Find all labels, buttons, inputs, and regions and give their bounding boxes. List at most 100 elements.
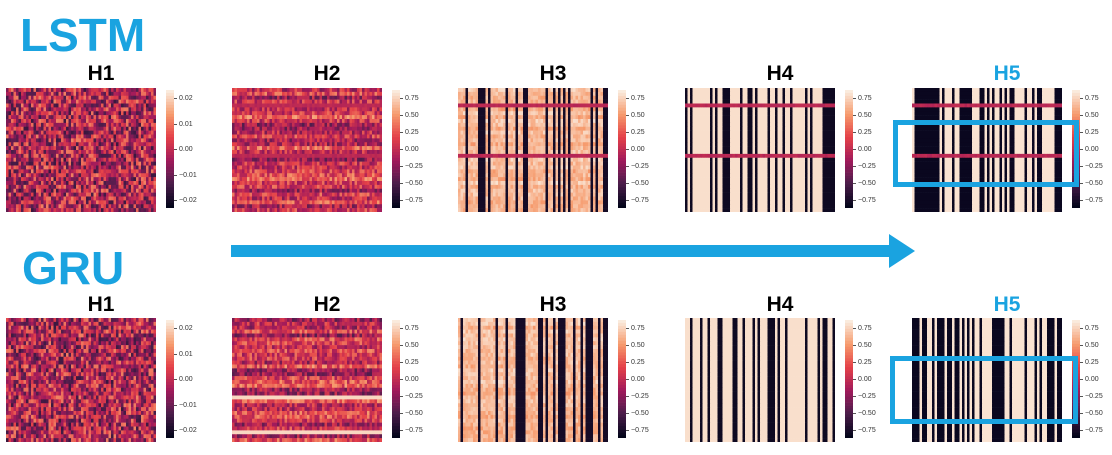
heatmap-cell <box>364 200 368 205</box>
heatmap-cell <box>244 138 248 143</box>
heatmap-cell <box>540 130 544 135</box>
heatmap-cell <box>327 111 330 116</box>
heatmap-cell <box>505 150 509 155</box>
heatmap-cell <box>264 161 268 166</box>
heatmap-cell <box>36 95 39 100</box>
heatmap-cell <box>294 91 298 97</box>
heatmap-cell <box>538 91 541 97</box>
heatmap-cell <box>352 91 355 97</box>
heatmap-cell <box>302 161 305 166</box>
heatmap-cell <box>51 161 54 166</box>
heatmap-cell <box>294 138 298 143</box>
heatmap-cell <box>327 126 330 131</box>
heatmap-cell <box>136 134 139 139</box>
heatmap-cell <box>36 161 39 166</box>
heatmap-cell <box>595 138 599 143</box>
heatmap-cell <box>302 119 305 124</box>
heatmap-cell <box>61 138 64 143</box>
heatmap-cell <box>369 184 373 190</box>
heatmap-cell <box>495 142 499 147</box>
heatmap-cell <box>73 196 77 201</box>
heatmap-cell <box>314 157 318 162</box>
heatmap-cell <box>357 119 360 124</box>
heatmap-cell <box>48 200 52 205</box>
heatmap-cell <box>108 142 112 147</box>
heatmap-cell <box>329 157 333 162</box>
heatmap-cell <box>232 173 235 178</box>
heatmap-cell <box>473 91 476 97</box>
heatmap-cell <box>18 88 22 93</box>
colorbar-tick-label: 0.00 <box>179 146 193 153</box>
heatmap-cell <box>362 130 365 135</box>
heatmap-cell <box>121 184 124 190</box>
heatmap-cell <box>377 188 380 193</box>
heatmap-cell <box>324 181 328 186</box>
heatmap-cell <box>48 153 52 159</box>
heatmap-cell <box>247 173 250 178</box>
heatmap-cell <box>565 119 569 124</box>
heatmap-cell <box>148 99 152 104</box>
heatmap-cell <box>28 204 32 209</box>
heatmap-cell <box>309 103 313 108</box>
heatmap-cell <box>357 111 360 116</box>
heatmap-cell <box>362 165 365 170</box>
heatmap-cell <box>113 134 117 139</box>
heatmap-cell <box>603 134 606 139</box>
heatmap-cell <box>244 146 248 151</box>
heatmap-cell <box>126 184 129 190</box>
heatmap-cell <box>66 91 69 97</box>
heatmap-cell <box>264 126 268 131</box>
heatmap-cell <box>98 103 102 108</box>
heatmap-cell <box>146 200 149 205</box>
heatmap-cell <box>312 184 315 190</box>
heatmap-cell <box>508 146 511 151</box>
heatmap-cell <box>96 91 99 97</box>
heatmap-cell <box>339 196 343 201</box>
heatmap-cell <box>500 130 504 135</box>
heatmap-cell <box>374 107 378 112</box>
heatmap-cell <box>71 122 74 128</box>
heatmap-cell <box>257 130 260 135</box>
heatmap-cell <box>468 115 471 120</box>
heatmap-cell <box>518 111 521 116</box>
heatmap-cell <box>71 161 74 166</box>
heatmap-cell <box>598 130 601 135</box>
heatmap-cell <box>493 146 496 151</box>
heatmap-cell <box>123 122 127 128</box>
heatmap-cell <box>560 115 564 120</box>
heatmap-cell <box>18 107 22 112</box>
heatmap-cell <box>26 107 29 112</box>
heatmap-cell <box>334 192 338 197</box>
heatmap-cell <box>600 130 604 135</box>
heatmap-cell <box>518 122 521 128</box>
heatmap-cell <box>533 130 536 135</box>
heatmap-cell <box>543 122 546 128</box>
heatmap-cell <box>48 111 52 116</box>
heatmap-cell <box>324 177 328 182</box>
heatmap-cell <box>118 165 122 170</box>
heatmap-cell <box>262 126 265 131</box>
heatmap-cell <box>232 88 235 93</box>
heatmap-cell <box>329 88 333 93</box>
heatmap-cell <box>520 122 524 128</box>
heatmap-cell <box>103 200 107 205</box>
heatmap-cell <box>349 208 353 212</box>
heatmap-cell <box>133 150 137 155</box>
heatmap-cell <box>488 150 491 155</box>
heatmap-cell <box>36 184 39 190</box>
heatmap-cell <box>38 111 42 116</box>
heatmap-cell <box>520 138 524 143</box>
heatmap-cell <box>297 122 300 128</box>
heatmap-cell <box>257 107 260 112</box>
heatmap-cell <box>153 122 156 128</box>
heatmap-cell <box>362 146 365 151</box>
colorbar-segment <box>166 184 174 188</box>
heatmap-cell <box>31 95 34 100</box>
heatmap-cell <box>595 126 599 131</box>
heatmap-cell <box>244 173 248 178</box>
heatmap-cell <box>377 91 380 97</box>
heatmap-cell <box>332 192 335 197</box>
heatmap-cell <box>113 188 117 193</box>
heatmap-cell <box>284 95 288 100</box>
heatmap-cell <box>148 91 152 97</box>
